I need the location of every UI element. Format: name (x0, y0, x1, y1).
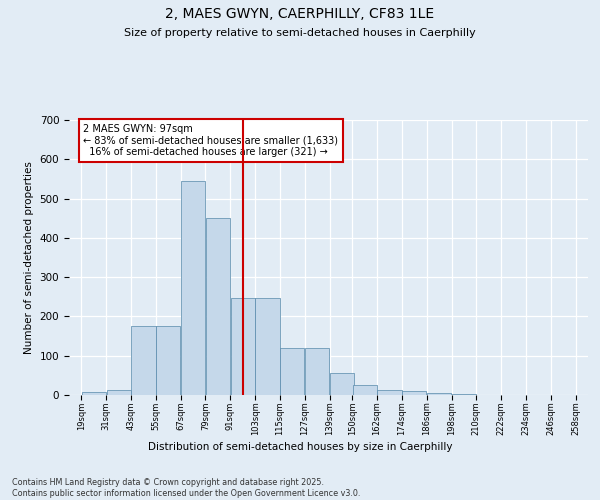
Bar (230, 298, 255, 395)
Bar (156, 326, 181, 395)
Bar (402, 391, 427, 395)
Text: Contains HM Land Registry data © Crown copyright and database right 2025.
Contai: Contains HM Land Registry data © Crown c… (12, 478, 361, 498)
Text: 2, MAES GWYN, CAERPHILLY, CF83 1LE: 2, MAES GWYN, CAERPHILLY, CF83 1LE (166, 8, 434, 22)
Text: Distribution of semi-detached houses by size in Caerphilly: Distribution of semi-detached houses by … (148, 442, 452, 452)
Bar (256, 298, 280, 395)
Bar (107, 390, 131, 395)
Text: Size of property relative to semi-detached houses in Caerphilly: Size of property relative to semi-detach… (124, 28, 476, 38)
Bar (330, 374, 354, 395)
Text: 2 MAES GWYN: 97sqm
← 83% of semi-detached houses are smaller (1,633)
  16% of se: 2 MAES GWYN: 97sqm ← 83% of semi-detache… (83, 124, 338, 157)
Bar (377, 390, 401, 395)
Bar (131, 326, 155, 395)
Bar (181, 181, 205, 395)
Bar (353, 385, 377, 395)
Y-axis label: Number of semi-detached properties: Number of semi-detached properties (24, 161, 34, 354)
Bar (206, 218, 230, 395)
Bar (452, 394, 476, 395)
Bar (305, 348, 329, 395)
Bar (280, 348, 304, 395)
Bar (82, 392, 106, 395)
Bar (427, 393, 451, 395)
